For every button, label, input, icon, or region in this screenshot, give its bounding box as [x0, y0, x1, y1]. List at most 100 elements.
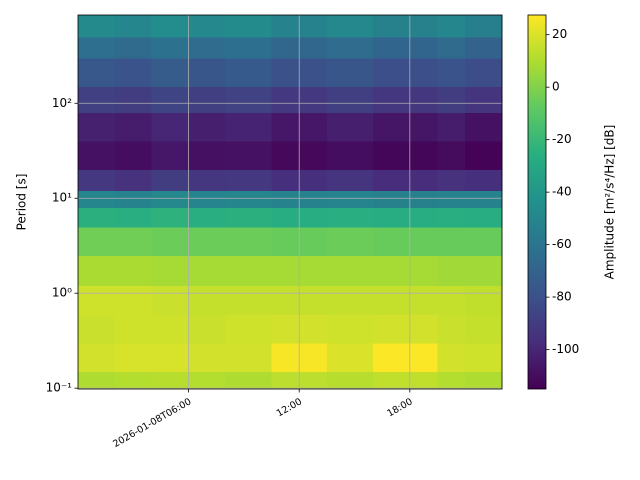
heatmap-cell [437, 36, 466, 59]
x-tick-label: 12:00 [275, 396, 304, 419]
heatmap-cell [326, 15, 374, 38]
heatmap-cell [151, 371, 190, 390]
heatmap-cell [465, 169, 503, 192]
heatmap-cell [225, 342, 273, 372]
y-tick-label: 10² [52, 96, 72, 110]
heatmap-cell [78, 207, 116, 228]
heatmap-cell [465, 36, 503, 59]
heatmap-cell [114, 112, 153, 142]
heatmap-cell [78, 190, 116, 208]
heatmap-cell [225, 36, 273, 59]
heatmap-cell [114, 255, 153, 287]
heatmap-cell [225, 226, 273, 256]
heatmap-cell [151, 15, 190, 38]
heatmap-cell [78, 314, 116, 344]
heatmap-cell [114, 57, 153, 88]
heatmap-cell [151, 112, 190, 142]
heatmap-cell [465, 255, 503, 287]
heatmap-cell [151, 86, 190, 113]
heatmap-cell [465, 285, 503, 315]
colorbar-tick-label: -100 [552, 342, 579, 356]
heatmap-cell [188, 342, 226, 372]
heatmap-cell [188, 285, 226, 315]
heatmap-cell [151, 285, 190, 315]
heatmap-cell [372, 342, 438, 372]
heatmap-cell [326, 190, 374, 208]
heatmap-cell [225, 112, 273, 142]
heatmap-cell [437, 226, 466, 256]
heatmap-cell [225, 255, 273, 287]
heatmap-cell [78, 169, 116, 192]
heatmap-cell [151, 36, 190, 59]
heatmap-cell [225, 314, 273, 344]
heatmap-cell [326, 371, 374, 390]
plot-frame [77, 14, 503, 390]
x-tick-label: 2026-01-08T06:00 [111, 396, 193, 450]
heatmap-cell [437, 169, 466, 192]
heatmap-cell [188, 314, 226, 344]
heatmap-cell [372, 314, 438, 344]
heatmap-cell [114, 342, 153, 372]
heatmap-cell [326, 141, 374, 171]
heatmap-cell [78, 57, 116, 88]
heatmap-cell [225, 207, 273, 228]
heatmap-cell [151, 169, 190, 192]
heatmap-cell [114, 314, 153, 344]
heatmap-cell [151, 226, 190, 256]
heatmap-cell [437, 190, 466, 208]
heatmap-cell [326, 255, 374, 287]
heatmap-cell [225, 371, 273, 390]
heatmap-cell [188, 15, 226, 38]
heatmap-cell [188, 86, 226, 113]
heatmap-cell [465, 15, 503, 38]
heatmap-cell [225, 86, 273, 113]
heatmap-cell [372, 226, 438, 256]
heatmap-cell [114, 169, 153, 192]
heatmap-cell [372, 371, 438, 390]
heatmap-cell [372, 285, 438, 315]
heatmap-cell [437, 57, 466, 88]
y-tick-label: 10¹ [52, 191, 72, 205]
colorbar-tick-label: -60 [552, 237, 572, 251]
heatmap-cell [78, 226, 116, 256]
heatmap-cell [326, 112, 374, 142]
heatmap-cell [78, 15, 116, 38]
colorbar-label: Amplitude [m²/s⁴/Hz] [dB] [603, 125, 617, 280]
heatmap-cell [225, 57, 273, 88]
heatmap-cell [326, 285, 374, 315]
heatmap-cell [437, 207, 466, 228]
heatmap-cell [372, 141, 438, 171]
heatmap-cell [78, 371, 116, 390]
heatmap-cell [188, 207, 226, 228]
heatmap-cell [437, 314, 466, 344]
heatmap-cell [78, 86, 116, 113]
heatmap-cell [114, 141, 153, 171]
heatmap-cell [465, 112, 503, 142]
heatmap-cell [188, 255, 226, 287]
heatmap-cell [151, 141, 190, 171]
heatmap-cell [465, 57, 503, 88]
y-tick-label: 10⁰ [52, 286, 72, 300]
heatmap-cell [437, 371, 466, 390]
heatmap-cell [437, 141, 466, 171]
heatmap-cell [188, 169, 226, 192]
heatmap-cell [114, 86, 153, 113]
heatmap-cell [151, 190, 190, 208]
x-tick-label: 18:00 [385, 396, 414, 419]
heatmap-cell [188, 112, 226, 142]
heatmap-cell [465, 86, 503, 113]
colorbar-tick-label: 20 [552, 27, 567, 41]
heatmap-cell [151, 57, 190, 88]
heatmap-cell [465, 314, 503, 344]
heatmap-cell [372, 169, 438, 192]
heatmap-cell [188, 226, 226, 256]
heatmap-cell [326, 86, 374, 113]
heatmap-cell [326, 57, 374, 88]
heatmap-cell [151, 255, 190, 287]
heatmap-cell [326, 36, 374, 59]
y-axis-label: Period [s] [15, 174, 29, 231]
heatmap-cell [78, 342, 116, 372]
heatmap-cell [437, 255, 466, 287]
heatmap-cell [151, 314, 190, 344]
